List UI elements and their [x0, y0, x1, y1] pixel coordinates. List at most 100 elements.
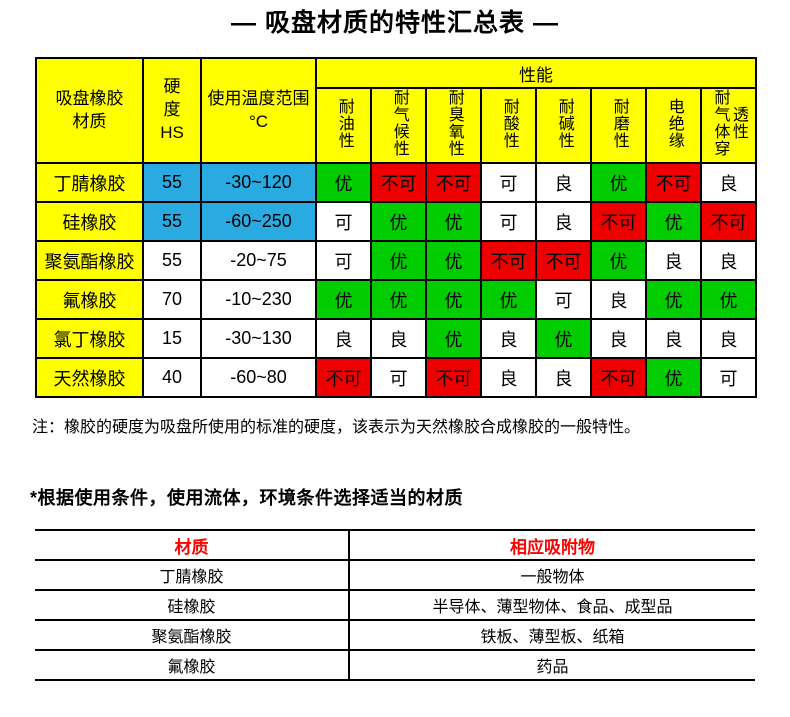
performance-grade-cell: 良 [590, 279, 647, 320]
application-row: 硅橡胶 半导体、薄型物体、食品、成型品 [35, 589, 755, 621]
performance-grade-cell: 可 [315, 201, 372, 242]
material-row: 硅橡胶 55 -60~250 可优优可良不可优不可 [35, 201, 757, 242]
material-row: 天然橡胶 40 -60~80 不可可不可良良不可优可 [35, 357, 757, 398]
material-name-cell: 聚氨酯橡胶 [35, 240, 144, 281]
material-row: 丁腈橡胶 55 -30~120 优不可 不可可良优不可良 [35, 162, 757, 203]
page-title: — 吸盘材质的特性汇总表 — [231, 9, 559, 37]
performance-grade-cell: 良 [645, 240, 702, 281]
application-material-cell: 丁腈橡胶 [35, 559, 350, 591]
application-material-cell: 聚氨酯橡胶 [35, 619, 350, 651]
hardness-cell: 15 [142, 318, 202, 359]
material-name-cell: 氯丁橡胶 [35, 318, 144, 359]
application-objects-cell: 铁板、薄型板、纸箱 [349, 619, 755, 651]
performance-grade-cell: 优 [425, 201, 482, 242]
performance-grade-cell: 良 [645, 318, 702, 359]
temp-range-cell: -30~120 [200, 162, 317, 203]
performance-grade-cell: 良 [590, 318, 647, 359]
performance-grade-cell: 优 [425, 240, 482, 281]
map-header-material: 材质 [35, 529, 350, 561]
temp-range-cell: -60~250 [200, 201, 317, 242]
performance-grade-cell: 优 [315, 279, 372, 320]
hardness-cell: 55 [142, 162, 202, 203]
performance-grade-cell: 优 [370, 279, 427, 320]
header-performance: 性能 [315, 57, 757, 89]
performance-grade-cell: 良 [535, 201, 592, 242]
map-header-objects: 相应吸附物 [349, 529, 755, 561]
material-name-cell: 硅橡胶 [35, 201, 144, 242]
performance-grade-cell: 良 [700, 318, 757, 359]
application-material-cell: 硅橡胶 [35, 589, 350, 621]
performance-grade-cell: 优 [535, 318, 592, 359]
application-material-cell: 氟橡胶 [35, 649, 350, 681]
page: { "title": "— 吸盘材质的特性汇总表 —", "colors": {… [0, 6, 790, 717]
material-name-cell: 氟橡胶 [35, 279, 144, 320]
performance-grade-cell: 优 [425, 318, 482, 359]
performance-grade-cell: 优 [370, 201, 427, 242]
performance-grade-cell: 不可 [315, 357, 372, 398]
performance-grade-cell: 优 [590, 162, 647, 203]
header-perf-col: 耐磨性 [590, 87, 647, 164]
performance-grade-cell: 优 [590, 240, 647, 281]
hardness-cell: 55 [142, 240, 202, 281]
temp-range-cell: -20~75 [200, 240, 317, 281]
performance-grade-cell: 可 [370, 357, 427, 398]
application-row: 聚氨酯橡胶 铁板、薄型板、纸箱 [35, 619, 755, 651]
material-name-cell: 天然橡胶 [35, 357, 144, 398]
performance-grade-cell: 优 [645, 357, 702, 398]
performance-grade-cell: 优 [480, 279, 537, 320]
performance-grade-cell: 不可 [370, 162, 427, 203]
performance-grade-cell: 优 [645, 201, 702, 242]
temp-range-cell: -10~230 [200, 279, 317, 320]
material-name-cell: 丁腈橡胶 [35, 162, 144, 203]
application-objects-cell: 半导体、薄型物体、食品、成型品 [349, 589, 755, 621]
performance-grade-cell: 良 [535, 162, 592, 203]
performance-grade-cell: 不可 [425, 357, 482, 398]
header-perf-col: 耐臭氧性 [425, 87, 482, 164]
material-row: 氟橡胶 70 -10~230 优优优优可良优优 [35, 279, 757, 320]
performance-grade-cell: 可 [315, 240, 372, 281]
performance-grade-cell: 良 [535, 357, 592, 398]
application-row: 丁腈橡胶 一般物体 [35, 559, 755, 591]
header-hardness: 硬度HS [142, 57, 202, 164]
header-perf-col: 耐气候性 [370, 87, 427, 164]
header-perf-col: 耐碱性 [535, 87, 592, 164]
header-row-performance-columns: 耐油性 耐气候性 耐臭氧性 耐酸性 耐碱性 耐磨性 电绝缘 耐气体穿透性 [36, 87, 757, 164]
performance-grade-cell: 良 [700, 240, 757, 281]
performance-grade-cell: 不可 [590, 357, 647, 398]
application-row: 氟橡胶 药品 [35, 649, 755, 681]
performance-grade-cell: 可 [535, 279, 592, 320]
map-header-row: 材质 相应吸附物 [35, 529, 755, 561]
performance-grade-cell: 可 [700, 357, 757, 398]
performance-grade-cell: 不可 [645, 162, 702, 203]
material-row: 聚氨酯橡胶 55 -20~75 可优优不可 不可优良良 [35, 240, 757, 281]
performance-grade-cell: 优 [645, 279, 702, 320]
performance-grade-cell: 可 [480, 162, 537, 203]
temp-range-cell: -30~130 [200, 318, 317, 359]
performance-grade-cell: 优 [700, 279, 757, 320]
hardness-note: 注：橡胶的硬度为吸盘所使用的标准的硬度，该表示为天然橡胶合成橡胶的一般特性。 [32, 419, 641, 436]
material-row: 氯丁橡胶 15 -30~130 良良优良优良良良 [35, 318, 757, 359]
header-temp-range: 使用温度范围 °C [200, 57, 317, 164]
header-perf-col: 耐酸性 [480, 87, 537, 164]
hardness-cell: 40 [142, 357, 202, 398]
performance-grade-cell: 可 [480, 201, 537, 242]
performance-grade-cell: 不可 [480, 240, 537, 281]
hardness-cell: 55 [142, 201, 202, 242]
performance-grade-cell: 不可 [700, 201, 757, 242]
performance-grade-cell: 不可 [425, 162, 482, 203]
header-row-top: 吸盘橡胶材质 硬度HS 使用温度范围 °C 性能 [35, 57, 757, 164]
performance-grade-cell: 优 [315, 162, 372, 203]
performance-grade-cell: 良 [480, 357, 537, 398]
application-objects-cell: 药品 [349, 649, 755, 681]
performance-grade-cell: 良 [700, 162, 757, 203]
header-perf-col: 耐油性 [315, 87, 372, 164]
header-perf-col: 电绝缘 [645, 87, 702, 164]
header-perf-col: 耐气体穿透性 [700, 87, 757, 164]
performance-grade-cell: 优 [370, 240, 427, 281]
performance-grade-cell: 不可 [590, 201, 647, 242]
performance-grade-cell: 良 [370, 318, 427, 359]
material-application-table: 材质 相应吸附物 丁腈橡胶 一般物体 硅橡胶 半导体、薄型物体、食品、成型品 聚氨酯橡胶… [35, 529, 755, 681]
application-objects-cell: 一般物体 [349, 559, 755, 591]
performance-grade-cell: 优 [425, 279, 482, 320]
material-properties-table: 吸盘橡胶材质 硬度HS 使用温度范围 °C 性能 耐油性 耐气候性 耐臭氧性 耐酸性耐… [35, 57, 757, 398]
